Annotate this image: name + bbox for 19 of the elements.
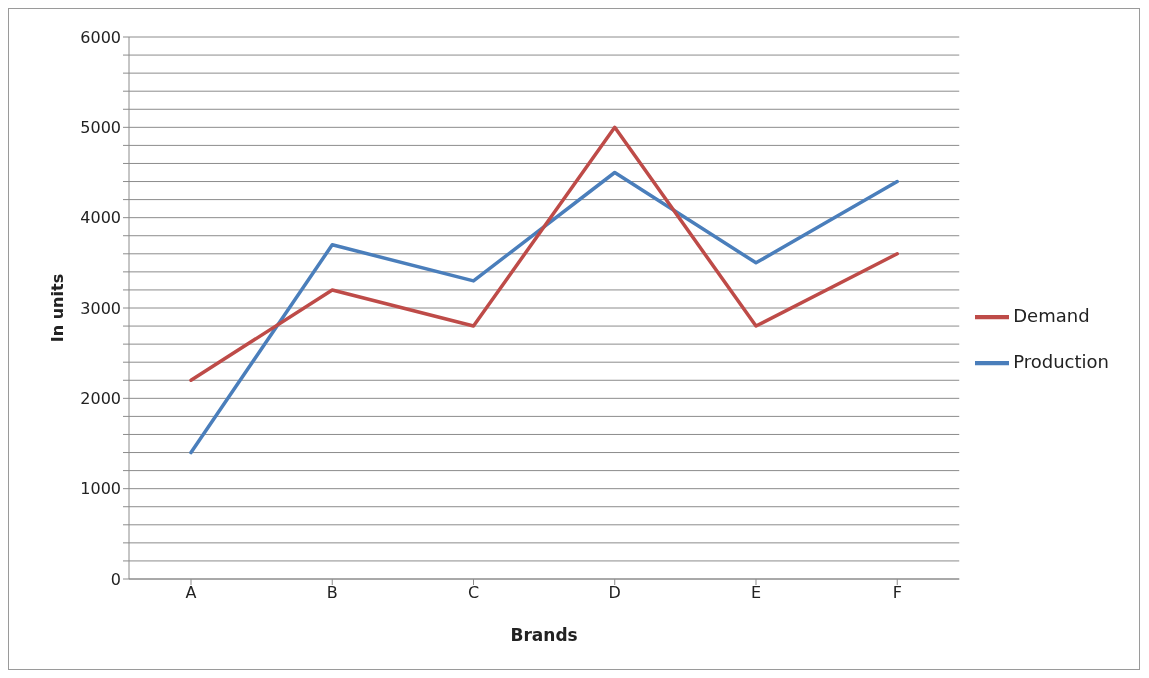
x-tick-label: E xyxy=(750,583,762,603)
y-axis-title: In units xyxy=(47,273,67,343)
y-tick-label: 5000 xyxy=(80,118,121,138)
legend-label: Production xyxy=(1013,351,1109,372)
line-series xyxy=(189,170,899,455)
x-axis-title: Brands xyxy=(510,625,578,645)
y-tick-label: 2000 xyxy=(80,389,121,409)
x-tick-label: C xyxy=(467,583,480,603)
x-tick-label: B xyxy=(326,583,338,603)
y-tick-label: 6000 xyxy=(80,27,121,47)
y-tick-label: 3000 xyxy=(80,298,121,318)
x-tick-label: D xyxy=(608,583,621,603)
x-tick-label: A xyxy=(185,583,197,603)
y-tick-label: 1000 xyxy=(80,479,121,499)
legend-label: Demand xyxy=(1013,305,1090,326)
y-tick-label: 4000 xyxy=(80,208,121,228)
line-series xyxy=(189,125,899,383)
y-tick-label: 0 xyxy=(110,569,121,589)
x-tick-label: F xyxy=(892,583,902,603)
